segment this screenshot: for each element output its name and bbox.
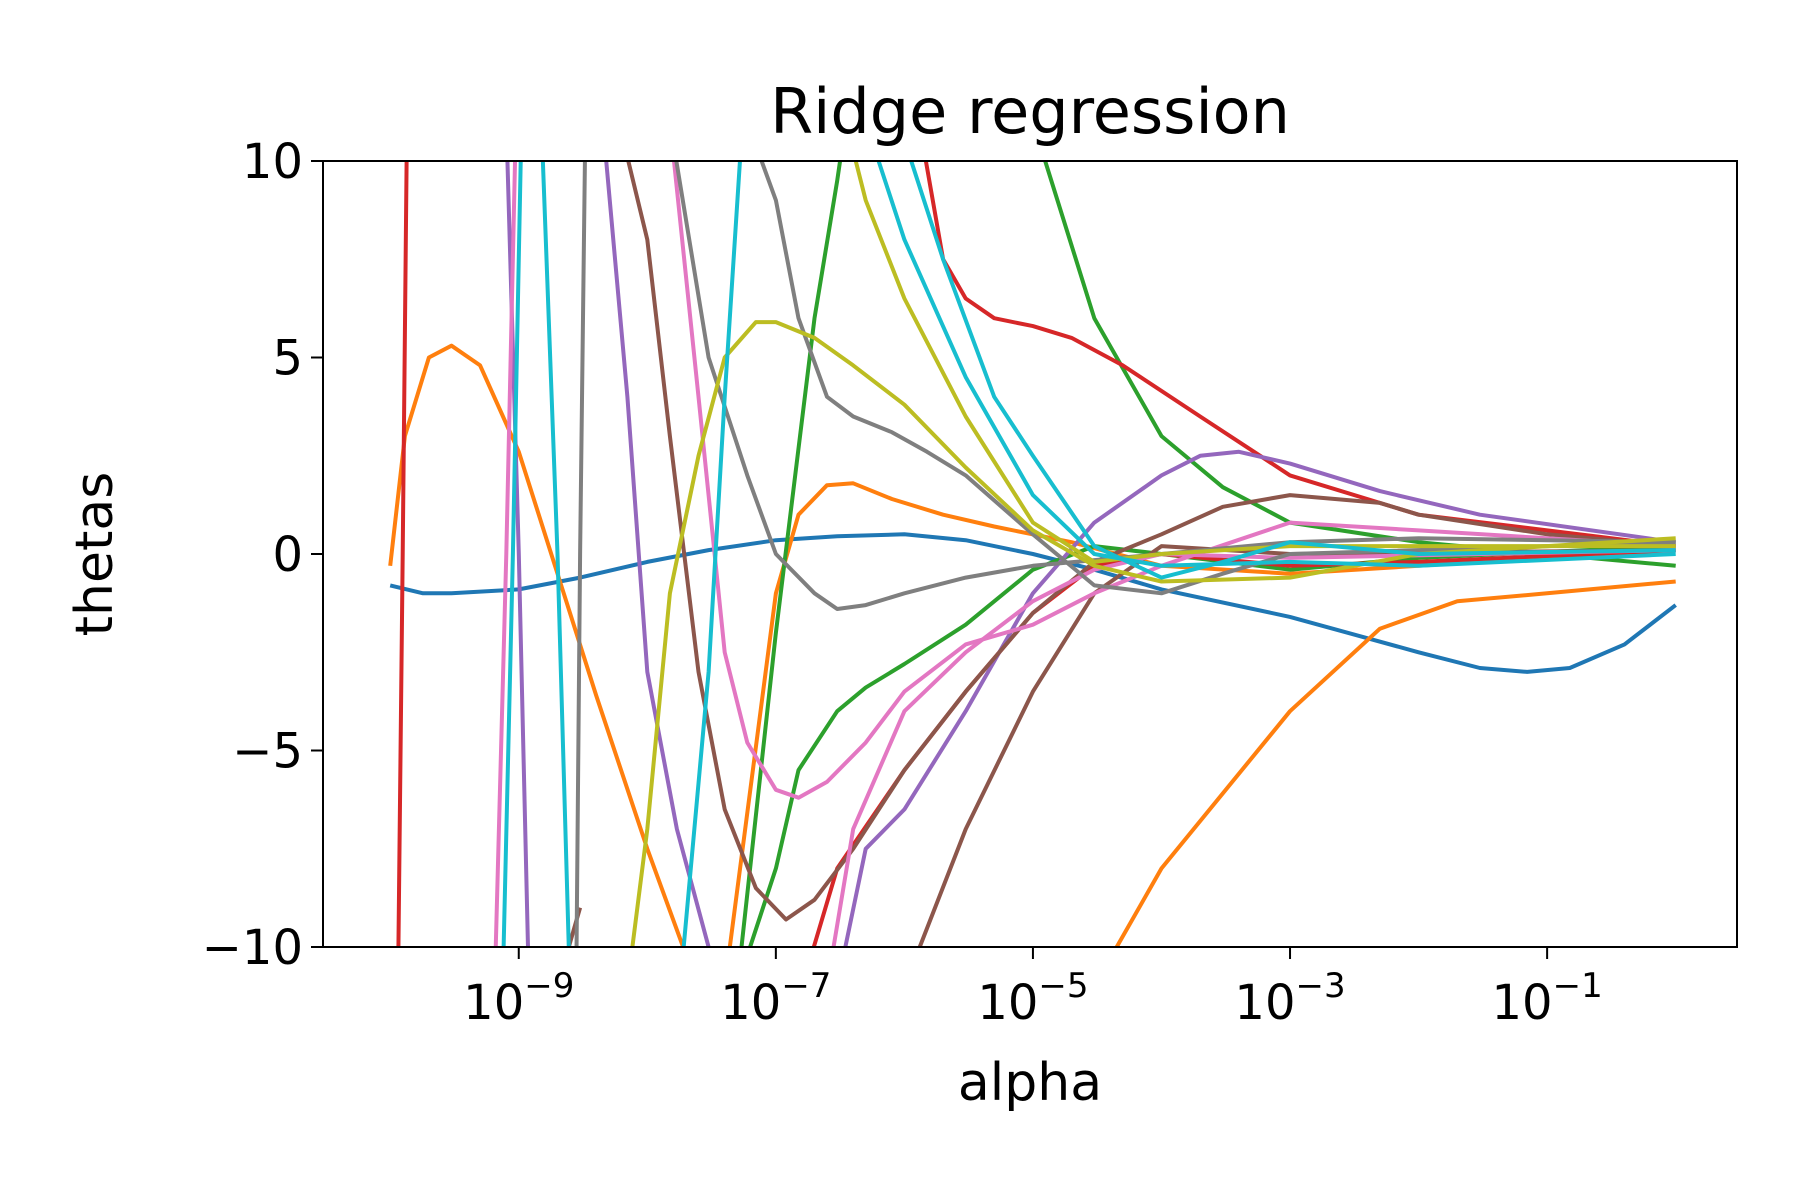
series-line-18	[671, 161, 1676, 800]
series-line-25	[501, 161, 523, 947]
series-line-6	[739, 161, 843, 947]
series-line-15	[626, 161, 1676, 922]
series-line-26	[540, 161, 571, 947]
series-line-20	[574, 161, 587, 947]
y-tick-label: 0	[272, 527, 303, 583]
x-tick-label: 10−1	[1492, 966, 1603, 1031]
series-line-10	[923, 161, 1676, 549]
series-line-29	[909, 161, 1676, 580]
y-axis: 10 5 0 −5 −10	[202, 134, 323, 976]
series-line-17	[493, 161, 518, 947]
x-axis-label: alpha	[958, 1053, 1102, 1113]
series-line-11	[505, 161, 530, 947]
series-line-12	[604, 161, 711, 947]
x-tick-label: 10−7	[720, 966, 831, 1031]
series-line-19	[831, 548, 1676, 947]
series-line-21	[674, 161, 1676, 611]
series-line-27	[681, 161, 742, 947]
series-line-2	[388, 343, 686, 947]
series-line-5	[747, 544, 1676, 947]
series-line-4	[1114, 579, 1676, 947]
series-line-3	[727, 481, 1676, 947]
y-tick-label: 5	[272, 331, 303, 387]
x-tick-label: 10−5	[977, 966, 1088, 1031]
x-tick-label: 10−3	[1234, 966, 1345, 1031]
series-line-1	[389, 532, 1677, 674]
y-tick-label: −5	[232, 724, 303, 780]
series-layer	[388, 161, 1677, 947]
series-line-23	[630, 320, 1676, 947]
series-line-13	[843, 449, 1676, 947]
chart-title: Ridge regression	[770, 75, 1290, 148]
y-tick-label: 10	[242, 134, 303, 190]
x-tick-label: 10−9	[463, 966, 574, 1031]
x-axis: 10−9 10−7 10−5 10−3 10−1	[463, 947, 1603, 1031]
y-axis-label: thetas	[65, 472, 125, 637]
series-line-8	[396, 161, 409, 947]
series-line-9	[811, 548, 1676, 947]
series-line-28	[876, 161, 1676, 568]
series-line-24	[853, 161, 1676, 564]
y-tick-label: −10	[202, 920, 303, 976]
